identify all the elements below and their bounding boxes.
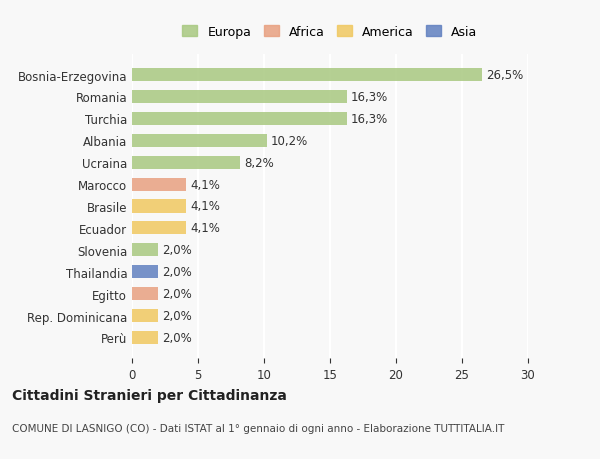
Text: 2,0%: 2,0%	[163, 244, 192, 257]
Text: 10,2%: 10,2%	[271, 134, 308, 147]
Text: 2,0%: 2,0%	[163, 309, 192, 322]
Bar	[132, 222, 186, 235]
Text: 2,0%: 2,0%	[163, 331, 192, 344]
Bar	[132, 178, 186, 191]
Text: 16,3%: 16,3%	[351, 91, 388, 104]
Text: 2,0%: 2,0%	[163, 287, 192, 301]
Bar	[132, 200, 186, 213]
Text: 26,5%: 26,5%	[486, 69, 523, 82]
Text: COMUNE DI LASNIGO (CO) - Dati ISTAT al 1° gennaio di ogni anno - Elaborazione TU: COMUNE DI LASNIGO (CO) - Dati ISTAT al 1…	[12, 424, 505, 433]
Bar	[132, 331, 158, 344]
Bar	[132, 309, 158, 322]
Bar	[132, 287, 158, 301]
Bar	[132, 156, 240, 169]
Bar	[132, 91, 347, 104]
Bar	[132, 244, 158, 257]
Bar	[132, 266, 158, 279]
Bar	[132, 112, 347, 126]
Legend: Europa, Africa, America, Asia: Europa, Africa, America, Asia	[179, 22, 481, 42]
Text: 4,1%: 4,1%	[190, 200, 220, 213]
Bar	[132, 69, 482, 82]
Text: 4,1%: 4,1%	[190, 178, 220, 191]
Text: 16,3%: 16,3%	[351, 112, 388, 126]
Text: 8,2%: 8,2%	[244, 157, 274, 169]
Bar	[132, 134, 266, 147]
Text: 4,1%: 4,1%	[190, 222, 220, 235]
Text: 2,0%: 2,0%	[163, 266, 192, 279]
Text: Cittadini Stranieri per Cittadinanza: Cittadini Stranieri per Cittadinanza	[12, 388, 287, 403]
